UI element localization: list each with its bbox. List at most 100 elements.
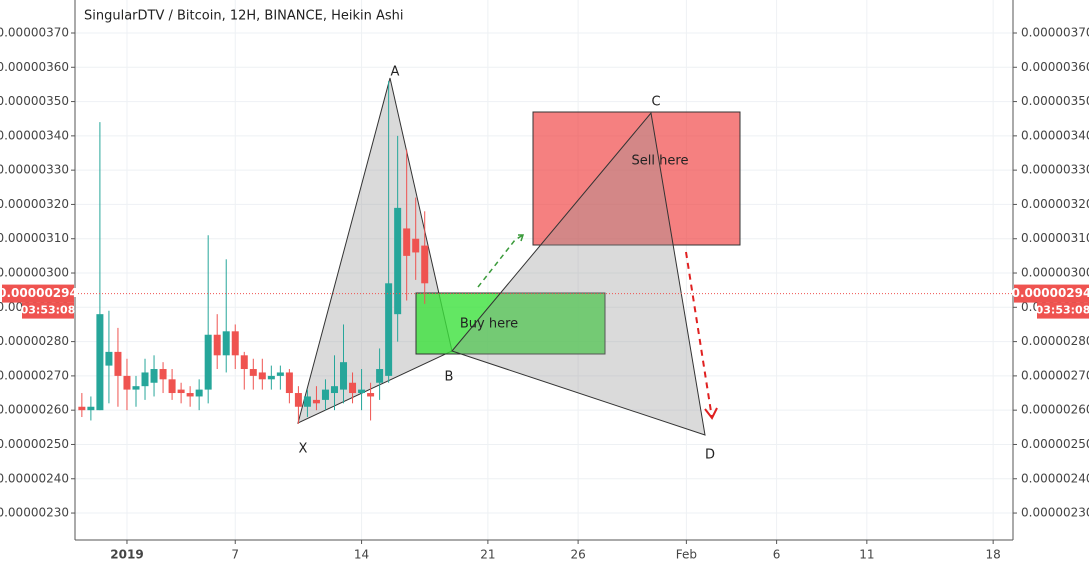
candle-body (276, 372, 284, 376)
annotation: B (445, 370, 454, 385)
annotation: C (651, 95, 660, 110)
y-tick-label: 0.00000370 (0, 25, 69, 39)
candle-body (267, 375, 275, 380)
annotation: Buy here (460, 317, 518, 332)
candle-body (168, 379, 176, 394)
y-tick-label: 0.00000320 (0, 197, 69, 211)
x-tick-label: 2019 (110, 548, 143, 562)
x-tick-label: Feb (676, 548, 697, 562)
grid (75, 0, 1013, 540)
xab-triangle (297, 77, 453, 424)
candle-body (303, 396, 311, 407)
y-tick-label: 0.00000240 (1021, 471, 1089, 485)
y-tick-label: 0.00000280 (1021, 334, 1089, 348)
y-tick-label: 0.00000360 (1021, 60, 1089, 74)
candle-body (312, 399, 320, 404)
price-label: 0.00000294 (0, 286, 78, 300)
candle-body (96, 314, 104, 411)
y-tick-label: 0.00000310 (0, 231, 69, 245)
y-tick-label: 0.00000330 (0, 163, 69, 177)
x-tick-label: 21 (480, 548, 495, 562)
y-tick-label: 0.00000280 (0, 334, 69, 348)
x-tick-label: 26 (570, 548, 585, 562)
y-tick-label: 0.00000260 (1021, 403, 1089, 417)
down-arrow-head (704, 407, 718, 420)
price-label-bg (1014, 284, 1089, 303)
countdown-bg (22, 302, 74, 319)
x-tick-label: 6 (773, 548, 781, 562)
candle-body (358, 389, 366, 394)
candle-body (87, 406, 95, 411)
candle-body (421, 245, 429, 284)
candle-body (285, 372, 293, 394)
y-tick-label: 0.00000270 (1021, 368, 1089, 382)
candle-body (105, 351, 113, 366)
candle-body (222, 331, 230, 356)
chart-title: SingularDTV / Bitcoin, 12H, BINANCE, Hei… (84, 9, 404, 24)
y-tick-label: 0.00000250 (1021, 437, 1089, 451)
candle-body (159, 369, 167, 380)
up-arrow-head (518, 234, 525, 242)
candle-body (195, 389, 203, 397)
bcd-triangle (451, 111, 706, 436)
y-tick-label: 0.00000240 (0, 471, 69, 485)
candle-body (321, 389, 329, 400)
candle-body (394, 207, 402, 315)
candle-body (231, 331, 239, 356)
candle-body (330, 386, 338, 394)
annotation: X (299, 442, 308, 457)
candle-body (376, 369, 384, 383)
candle-body (249, 369, 257, 376)
candle-body (186, 393, 194, 397)
countdown-bg (1037, 302, 1089, 319)
countdown: 03:53:08 (1036, 304, 1089, 317)
x-tick-label: 18 (986, 548, 1001, 562)
y-tick-label: 0.00000230 (0, 506, 69, 520)
y-tick-label: 0.00000330 (1021, 163, 1089, 177)
up-arrow (477, 234, 524, 288)
x-tick-label: 14 (354, 548, 369, 562)
y-tick-label: 0.00000250 (0, 437, 69, 451)
candle-body (177, 389, 185, 394)
x-tick-label: 7 (231, 548, 239, 562)
annotation: Sell here (632, 154, 689, 169)
candle-body (78, 406, 86, 411)
candle-body (385, 283, 393, 376)
candle-body (213, 334, 221, 356)
buy-box (415, 292, 606, 355)
candle-body (367, 393, 375, 397)
price-label-bg (2, 284, 74, 303)
candle-body (114, 351, 122, 376)
y-tick-label: 0.00000260 (0, 403, 69, 417)
candle-body (123, 375, 131, 390)
y-tick-label: 0.00000350 (0, 94, 69, 108)
candle-body (294, 393, 302, 407)
y-tick-label: 0.00000340 (0, 128, 69, 142)
price-label: 0.00000294 (1012, 286, 1089, 300)
candles (78, 80, 429, 424)
candle-body (349, 382, 357, 394)
candle-body (150, 369, 158, 383)
countdown: 03:53:08 (21, 304, 76, 317)
candle-body (132, 386, 140, 390)
y-tick-label: 0.00000270 (0, 368, 69, 382)
y-tick-label: 0.00000360 (0, 60, 69, 74)
candle-body (403, 228, 411, 256)
pattern-drawing (297, 77, 741, 436)
sell-box (532, 111, 741, 246)
candle-body (141, 372, 149, 387)
y-tick-label: 0.00000350 (1021, 94, 1089, 108)
y-tick-label: 0.00000300 (1021, 266, 1089, 280)
candle-body (258, 372, 266, 380)
y-tick-label: 0.00000370 (1021, 25, 1089, 39)
candle-body (204, 334, 212, 390)
y-tick-label: 0.00000320 (1021, 197, 1089, 211)
annotation: D (705, 448, 715, 463)
candle-body (340, 362, 348, 390)
y-tick-label: 0.00000310 (1021, 231, 1089, 245)
x-tick-label: 11 (859, 548, 874, 562)
y-tick-label: 0.00000230 (1021, 506, 1089, 520)
candle-body (412, 238, 420, 253)
